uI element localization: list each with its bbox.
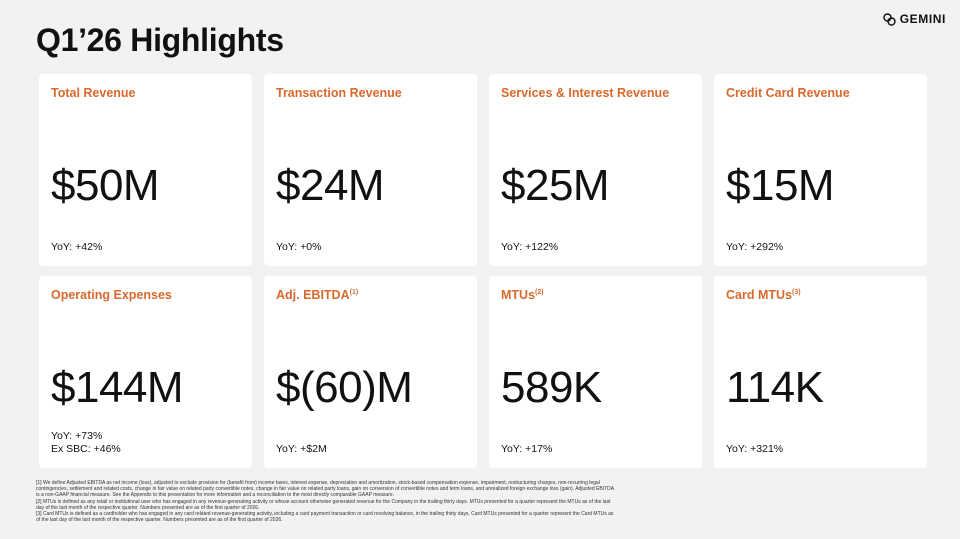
card-value: $(60)M	[276, 363, 413, 412]
card-value: 589K	[501, 363, 602, 412]
card-yoy: YoY: +17%	[501, 443, 553, 455]
card-title: Credit Card Revenue	[726, 86, 850, 100]
card-yoy: YoY: +321%	[726, 443, 784, 455]
card-title: Card MTUs(3)	[726, 288, 801, 302]
card-value: $50M	[51, 161, 160, 210]
card-yoy: YoY: +$2M	[276, 443, 327, 455]
card-card-mtus: Card MTUs(3) 114K YoY: +321%	[714, 276, 927, 468]
logo-text: GEMINI	[899, 12, 946, 26]
footnote-ref: (2)	[535, 288, 544, 296]
card-title: MTUs(2)	[501, 288, 544, 302]
footnote-3: [3] Card MTUs is defined as a cardholder…	[36, 511, 614, 524]
footnote-2: [2] MTUs is defined as any retail or ins…	[36, 498, 611, 511]
card-yoy: YoY: +42%	[51, 241, 103, 253]
card-transaction-revenue: Transaction Revenue $24M YoY: +0%	[264, 74, 477, 266]
card-value: $25M	[501, 161, 610, 210]
card-value: 114K	[726, 363, 824, 412]
card-total-revenue: Total Revenue $50M YoY: +42%	[39, 74, 252, 266]
card-yoy: YoY: +122%	[501, 241, 559, 253]
highlights-grid: Total Revenue $50M YoY: +42% Transaction…	[39, 74, 927, 468]
card-credit-card-revenue: Credit Card Revenue $15M YoY: +292%	[714, 74, 927, 266]
card-title: Adj. EBITDA(1)	[276, 288, 359, 302]
card-title: Services & Interest Revenue	[501, 86, 670, 100]
gemini-logo-icon	[883, 12, 896, 26]
footnotes: [1] We define Adjusted EBITDA as net inc…	[36, 480, 616, 523]
card-title: Total Revenue	[51, 86, 136, 100]
card-yoy: YoY: +292%	[726, 241, 784, 253]
footnote-1: [1] We define Adjusted EBITDA as net inc…	[36, 480, 614, 499]
card-title: Operating Expenses	[51, 288, 172, 302]
footnote-ref: (1)	[349, 288, 359, 296]
card-value: $15M	[726, 161, 835, 210]
footnote-ref: (3)	[791, 288, 801, 296]
page-title: Q1’26 Highlights	[36, 22, 284, 58]
card-mtus: MTUs(2) 589K YoY: +17%	[489, 276, 702, 468]
card-adj-ebitda: Adj. EBITDA(1) $(60)M YoY: +$2M	[264, 276, 477, 468]
card-title: Transaction Revenue	[276, 86, 402, 100]
card-value: $144M	[51, 363, 184, 412]
card-yoy: YoY: +73% Ex SBC: +46%	[51, 430, 121, 455]
card-value: $24M	[276, 161, 385, 210]
card-operating-expenses: Operating Expenses $144M YoY: +73% Ex SB…	[39, 276, 252, 468]
gemini-logo: GEMINI	[883, 12, 946, 26]
card-yoy: YoY: +0%	[276, 241, 322, 253]
card-services-interest-revenue: Services & Interest Revenue $25M YoY: +1…	[489, 74, 702, 266]
